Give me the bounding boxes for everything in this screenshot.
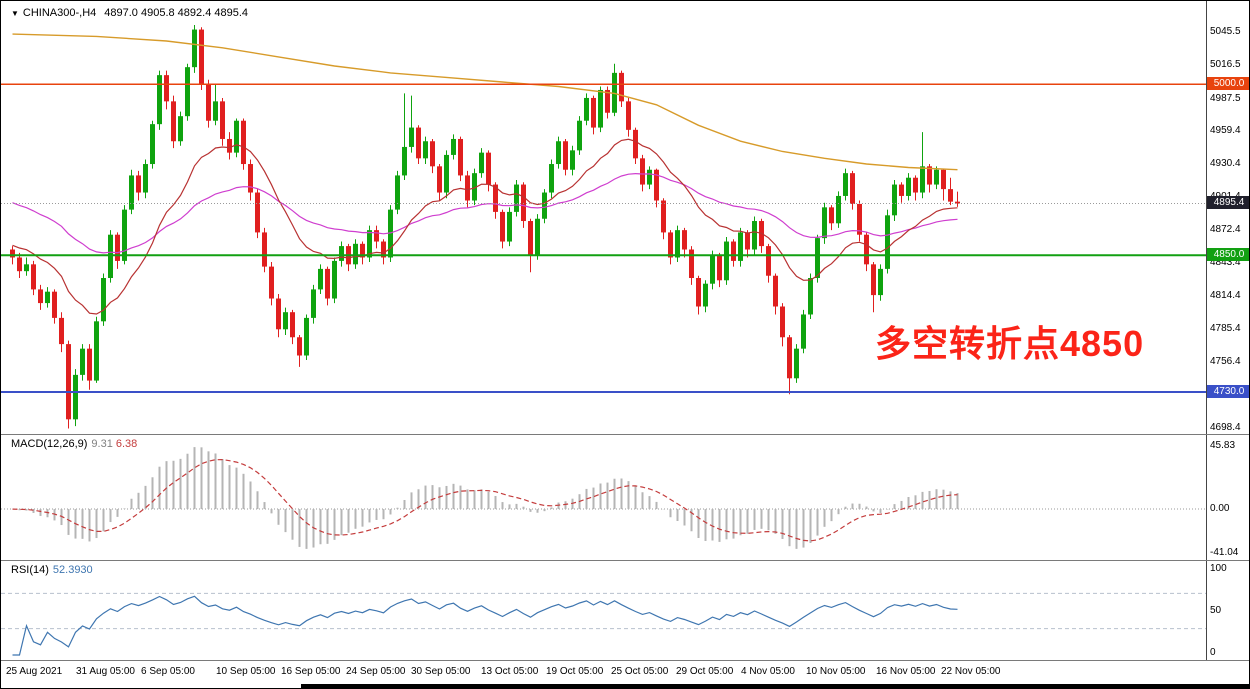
rsi-canvas[interactable] [1, 561, 1206, 661]
time-axis-label: 10 Sep 05:00 [216, 666, 276, 677]
rsi-axis-label: 100 [1210, 563, 1227, 574]
current-price-badge: 4895.4 [1207, 196, 1249, 210]
time-axis-label: 4 Nov 05:00 [741, 666, 795, 677]
price-axis[interactable]: 5045.5 5016.5 4987.5 4959.4 4930.4 4901.4 4872… [1206, 1, 1249, 434]
price-axis-label: 4930.4 [1210, 157, 1241, 169]
time-axis-label: 25 Aug 2021 [6, 666, 63, 677]
time-axis-label: 10 Nov 05:00 [806, 666, 866, 677]
symbol-dropdown-icon[interactable]: ▼ [11, 8, 19, 18]
time-axis-label: 16 Sep 05:00 [281, 666, 341, 677]
price-axis-label: 5016.5 [1210, 59, 1241, 71]
macd-name: MACD(12,26,9) [11, 438, 88, 450]
ohlc-values: 4897.0 4905.8 4892.4 4895.4 [104, 7, 249, 19]
time-axis-label: 24 Sep 05:00 [346, 666, 406, 677]
price-axis-label: 4843.4 [1210, 256, 1241, 268]
price-axis-label: 4987.5 [1210, 92, 1241, 104]
rsi-axis-label: 50 [1210, 605, 1222, 616]
macd-panel: MACD(12,26,9) 9.31 6.38 45.83 0.00 -41.04 [1, 435, 1249, 561]
price-chart-canvas[interactable] [1, 1, 1206, 435]
price-badge-4730.0: 4730.0 [1207, 384, 1249, 398]
rsi-value: 52.3930 [52, 564, 93, 576]
time-axis-label: 6 Sep 05:00 [141, 666, 195, 677]
price-chart-panel: ▼ CHINA300-,H4 4897.0 4905.8 4892.4 4895.4… [1, 1, 1249, 435]
price-axis-label: 4814.4 [1210, 289, 1241, 301]
chart-title: ▼ CHINA300-,H4 4897.0 4905.8 4892.4 4895.4 [11, 7, 248, 19]
macd-histogram [18, 447, 959, 549]
macd-signal-line [12, 458, 958, 542]
price-axis-label: 4872.4 [1210, 223, 1241, 235]
annotation-text[interactable]: 多空转折点4850 [875, 323, 1145, 364]
rsi-axis[interactable]: 100 50 0 [1206, 561, 1249, 660]
time-axis-label: 19 Oct 05:00 [546, 666, 604, 677]
ma-mid-line [12, 172, 958, 254]
symbol-label: CHINA300-,H4 [22, 7, 97, 19]
price-axis-label: 4756.4 [1210, 355, 1241, 367]
time-axis-label: 30 Sep 05:00 [411, 666, 471, 677]
time-axis[interactable]: 25 Aug 2021 31 Aug 05:00 6 Sep 05:00 10 Sep… [1, 661, 1249, 685]
price-axis-label: 5045.5 [1210, 26, 1241, 38]
price-axis-label: 4959.4 [1210, 124, 1241, 136]
time-axis-label: 25 Oct 05:00 [611, 666, 669, 677]
macd-main-value: 9.31 [91, 438, 113, 450]
time-axis-label: 31 Aug 05:00 [76, 666, 135, 677]
ma-long-line [12, 33, 958, 171]
macd-axis[interactable]: 45.83 0.00 -41.04 [1206, 435, 1249, 560]
price-badge-4850.0: 4850.0 [1207, 248, 1249, 262]
rsi-label: RSI(14) 52.3930 [11, 564, 93, 576]
macd-signal-value: 6.38 [115, 438, 138, 450]
macd-axis-label: -41.04 [1210, 547, 1239, 558]
price-badge-5000.0: 5000.0 [1207, 77, 1249, 91]
price-axis-label: 4901.4 [1210, 191, 1241, 203]
rsi-line [12, 595, 958, 656]
time-axis-label: 22 Nov 05:00 [941, 666, 1001, 677]
macd-label: MACD(12,26,9) 9.31 6.38 [11, 438, 137, 450]
time-axis-label: 29 Oct 05:00 [676, 666, 734, 677]
time-axis-label: 13 Oct 05:00 [481, 666, 539, 677]
macd-axis-label: 0.00 [1210, 503, 1230, 515]
rsi-axis-label: 0 [1210, 647, 1216, 658]
macd-canvas[interactable] [1, 435, 1206, 561]
rsi-name: RSI(14) [11, 564, 49, 576]
macd-axis-label: 45.83 [1210, 440, 1236, 451]
ma-short-line [12, 138, 958, 315]
candles-layer [10, 25, 960, 429]
price-axis-label: 4698.4 [1210, 421, 1241, 433]
bottom-black-strip [301, 684, 1249, 688]
time-axis-label: 16 Nov 05:00 [876, 666, 936, 677]
price-axis-label: 4785.4 [1210, 322, 1241, 334]
rsi-panel: RSI(14) 52.3930 100 50 0 [1, 561, 1249, 661]
